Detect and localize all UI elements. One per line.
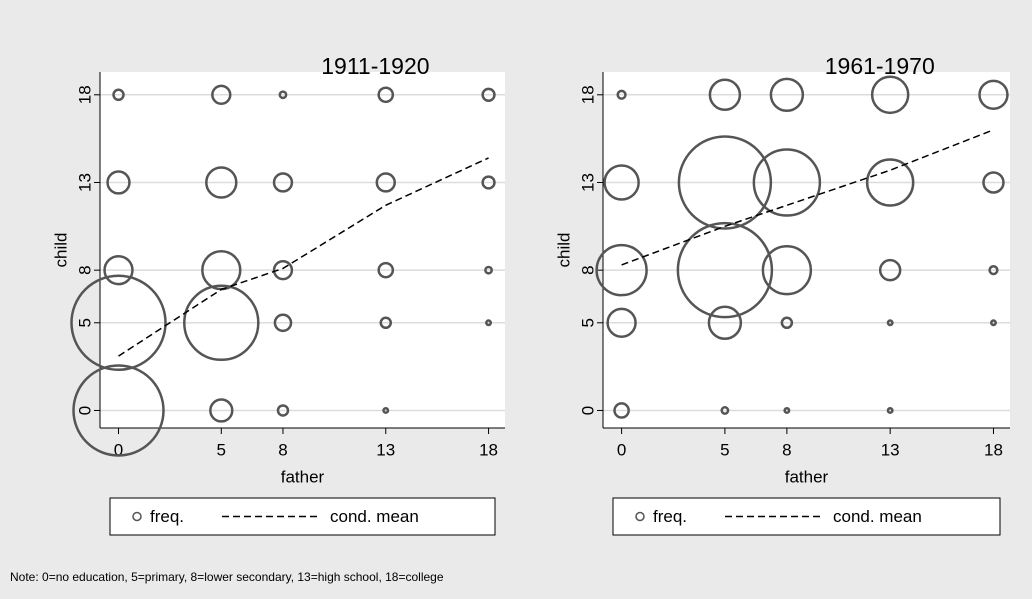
bubble <box>106 170 131 195</box>
y-tick-label: 18 <box>75 85 94 104</box>
y-tick-label: 5 <box>578 318 597 327</box>
bubble <box>886 319 894 327</box>
plot-area <box>100 72 505 428</box>
x-tick-label: 0 <box>114 440 123 459</box>
bubble <box>183 284 260 362</box>
y-tick-label: 13 <box>75 173 94 192</box>
bubble <box>720 406 730 415</box>
legend-marker <box>635 511 645 522</box>
bubble <box>377 261 395 279</box>
chart-title: 1911-1920 <box>321 53 429 79</box>
bubble <box>382 406 390 414</box>
y-tick-label: 8 <box>75 265 94 274</box>
legend-label: cond. mean <box>833 507 922 526</box>
bubble <box>780 316 794 330</box>
y-tick-label: 18 <box>578 85 597 104</box>
chart-title: 1961-1970 <box>825 53 935 79</box>
bubble <box>481 87 496 102</box>
bubble <box>211 84 232 105</box>
bubble <box>783 406 791 414</box>
bubble <box>708 78 742 112</box>
x-tick-label: 5 <box>720 440 729 459</box>
bubble <box>377 86 395 104</box>
bubble <box>865 158 915 207</box>
bubble <box>677 135 773 230</box>
bubble <box>70 274 167 372</box>
x-tick-label: 5 <box>217 440 226 459</box>
legend-label: cond. mean <box>330 507 419 526</box>
mean-line <box>621 129 994 266</box>
y-tick-label: 13 <box>578 173 597 192</box>
x-tick-label: 8 <box>782 440 791 459</box>
y-tick-label: 0 <box>578 406 597 415</box>
bubble <box>112 88 125 102</box>
bubble <box>878 258 902 282</box>
x-tick-label: 18 <box>479 440 498 459</box>
bubble <box>761 244 813 296</box>
bubble <box>276 404 290 417</box>
bubble <box>273 313 293 333</box>
y-tick-label: 8 <box>578 265 597 274</box>
bubble <box>603 164 640 201</box>
plot-area <box>603 72 1010 428</box>
bubble <box>982 171 1005 194</box>
x-tick-label: 13 <box>881 440 900 459</box>
x-tick-label: 8 <box>278 440 287 459</box>
bubble <box>595 243 648 297</box>
bubble <box>485 319 493 327</box>
x-axis-label: father <box>785 467 829 486</box>
x-tick-label: 13 <box>376 440 395 459</box>
bubble <box>988 265 999 276</box>
legend-label: freq. <box>150 507 184 526</box>
bubble <box>72 364 165 457</box>
y-axis-label: child <box>554 233 573 268</box>
legend-label: freq. <box>653 507 687 526</box>
bubble <box>103 254 134 286</box>
y-tick-label: 0 <box>75 406 94 415</box>
bubble <box>379 316 393 330</box>
bubble <box>769 77 805 113</box>
bubble <box>481 175 496 190</box>
bubble <box>484 265 493 275</box>
x-axis-label: father <box>281 467 325 486</box>
bubble <box>209 398 234 423</box>
legend-marker <box>132 511 142 522</box>
bubble <box>752 148 822 217</box>
bubble <box>613 402 630 419</box>
bubble <box>707 305 743 340</box>
y-tick-label: 5 <box>75 318 94 327</box>
x-tick-label: 18 <box>984 440 1003 459</box>
note: Note: 0=no education, 5=primary, 8=lower… <box>10 570 444 584</box>
y-axis-label: child <box>51 233 70 268</box>
bubble <box>616 89 627 100</box>
bubble <box>272 172 294 193</box>
bubble <box>978 79 1009 111</box>
bubble <box>375 172 396 193</box>
bubble <box>278 90 288 100</box>
bubble <box>676 221 774 319</box>
bubble <box>606 307 637 338</box>
bubble <box>886 406 894 414</box>
mean-line <box>118 157 489 357</box>
bubble <box>205 166 238 199</box>
x-tick-label: 0 <box>617 440 626 459</box>
bubble <box>989 319 997 327</box>
bubble <box>870 75 910 115</box>
bubble <box>272 259 294 281</box>
